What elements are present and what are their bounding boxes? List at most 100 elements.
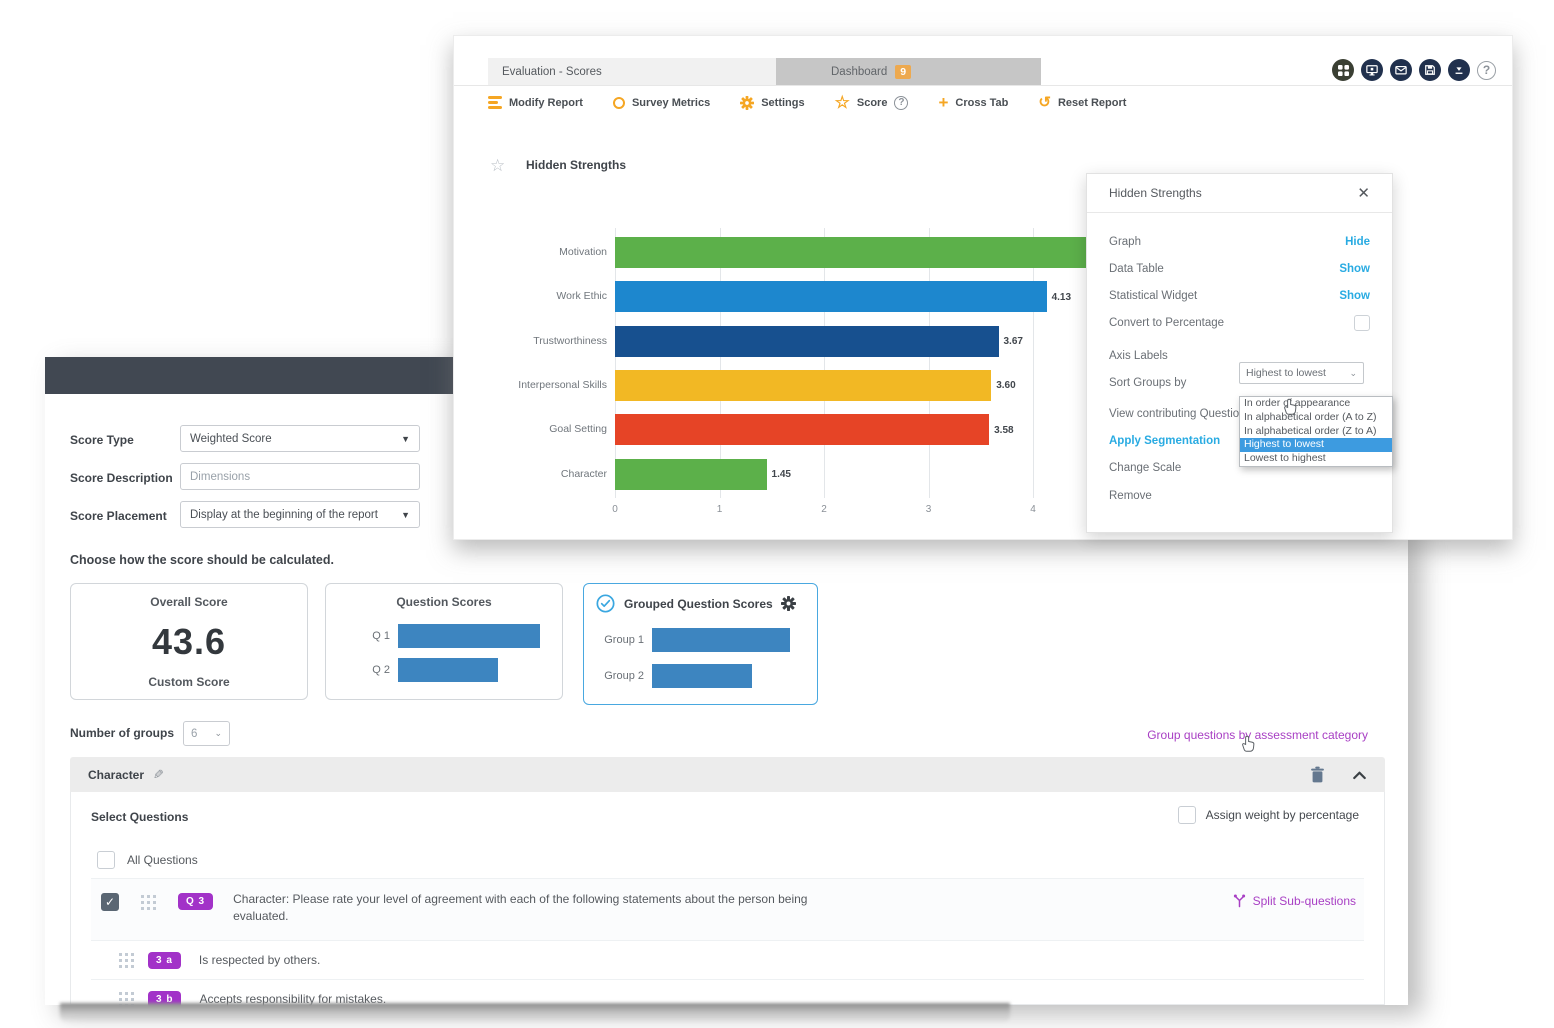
score-help-icon[interactable]: ? [894, 95, 909, 110]
statistical-widget-show-link[interactable]: Show [1339, 290, 1370, 302]
graph-hide-link[interactable]: Hide [1345, 236, 1370, 248]
graph-label: Graph [1109, 236, 1141, 248]
tab-dashboard[interactable]: Dashboard 9 [776, 58, 1041, 85]
score-button[interactable]: ☆ Score ? [835, 94, 909, 111]
gear-icon[interactable] [780, 596, 796, 611]
cross-tab-button[interactable]: + Cross Tab [938, 94, 1008, 111]
sort-option-alpha-az[interactable]: In alphabetical order (A to Z) [1244, 410, 1377, 423]
chart-tick-label: 1 [716, 504, 723, 515]
all-questions-checkbox[interactable] [97, 851, 115, 869]
sort-option-lowest-to-highest[interactable]: Lowest to highest [1244, 452, 1326, 465]
save-icon[interactable] [1419, 59, 1441, 81]
drag-handle-icon[interactable] [141, 895, 156, 910]
close-icon[interactable]: ✕ [1357, 185, 1370, 202]
sort-groups-select[interactable]: Highest to lowest ⌄ [1239, 362, 1364, 384]
number-of-groups-select[interactable]: 6 ⌄ [183, 721, 230, 746]
split-subquestions-label: Split Sub-questions [1252, 893, 1356, 908]
report-toolbar: Modify Report Survey Metrics Settings [488, 94, 1126, 111]
select-questions-label: Select Questions [91, 810, 189, 824]
apps-grid-icon[interactable] [1332, 59, 1354, 81]
change-scale-label[interactable]: Change Scale [1109, 462, 1182, 474]
settings-button[interactable]: Settings [740, 95, 805, 110]
question-row-q3: ✓ Q 3 Character: Please rate your level … [91, 879, 1364, 941]
q2-bar [398, 658, 498, 682]
chart-category-label: Work Ethic [556, 290, 607, 303]
score-placement-label: Score Placement [70, 509, 167, 523]
q3-badge: Q 3 [178, 893, 214, 910]
view-contributing-label[interactable]: View contributing Questions [1109, 408, 1252, 420]
assign-weight-label: Assign weight by percentage [1205, 808, 1359, 822]
sort-groups-value: Highest to lowest [1246, 367, 1326, 379]
score-description-input[interactable]: Dimensions [180, 463, 420, 490]
modify-report-icon [488, 96, 502, 109]
group-name: Character [88, 767, 145, 782]
split-icon [1233, 894, 1245, 908]
drag-handle-icon[interactable] [119, 952, 134, 968]
score-placement-select[interactable]: Display at the beginning of the report ▼ [180, 501, 420, 528]
monitor-icon[interactable] [1361, 59, 1383, 81]
survey-metrics-label: Survey Metrics [631, 96, 711, 109]
survey-metrics-icon [612, 96, 625, 109]
q3-text: Character: Please rate your level of agr… [233, 892, 808, 923]
chart-value-label: 4.13 [1051, 291, 1072, 303]
sort-option-alpha-za[interactable]: In alphabetical order (Z to A) [1244, 424, 1377, 437]
chart-bar-goal-setting [615, 414, 990, 446]
sort-option-highest-to-lowest[interactable]: Highest to lowest [1240, 438, 1392, 453]
widget-title: Hidden Strengths [526, 158, 627, 172]
sort-groups-by-label: Sort Groups by [1109, 377, 1187, 389]
score-star-icon: ☆ [834, 93, 850, 112]
convert-to-percentage-label: Convert to Percentage [1109, 317, 1225, 329]
chart-value-label: 1.45 [771, 469, 791, 480]
split-subquestions-link[interactable]: Split Sub-questions [1232, 893, 1356, 908]
overall-score-card[interactable]: Overall Score 43.6 Custom Score [70, 583, 308, 700]
chart-tick-label: 0 [612, 504, 618, 515]
question-scores-card[interactable]: Question Scores Q 1 Q 2 [325, 583, 563, 700]
remove-label[interactable]: Remove [1109, 490, 1152, 502]
convert-to-percentage-checkbox[interactable] [1354, 315, 1370, 331]
trash-icon[interactable] [1309, 766, 1326, 784]
modify-report-label: Modify Report [509, 96, 583, 109]
collapse-chevron-icon[interactable] [1352, 769, 1367, 781]
reset-report-button[interactable]: ↺ Reset Report [1038, 95, 1126, 110]
hand-cursor [1284, 398, 1297, 415]
sort-option-order-of-appearance[interactable]: In order of appearance [1244, 397, 1351, 409]
cross-tab-plus-icon: + [938, 93, 949, 112]
all-questions-row: All Questions [91, 842, 1364, 879]
chart-bar-character [615, 458, 767, 490]
favorite-star-icon[interactable]: ☆ [490, 156, 506, 175]
score-description-value: Dimensions [190, 470, 251, 483]
edit-pencil-icon[interactable]: ✎ [153, 766, 164, 782]
chart-gridline [824, 228, 825, 498]
chart-category-label: Character [560, 467, 607, 480]
chart-tick-label: 4 [1030, 504, 1036, 515]
check-circle-icon [596, 594, 615, 613]
data-table-show-link[interactable]: Show [1339, 263, 1370, 275]
grouped-scores-title: Grouped Question Scores [624, 596, 773, 611]
help-icon[interactable]: ? [1477, 60, 1496, 80]
cross-tab-label: Cross Tab [955, 96, 1009, 109]
number-of-groups-label: Number of groups [70, 726, 174, 740]
grouped-question-scores-card[interactable]: Grouped Question Scores Group 1 [583, 583, 818, 705]
group1-label: Group 1 [604, 634, 644, 646]
chart-value-label: 3.67 [1003, 336, 1023, 348]
tab-evaluation-scores[interactable]: Evaluation - Scores [488, 58, 776, 85]
calc-heading: Choose how the score should be calculate… [70, 553, 334, 567]
score-type-select[interactable]: Weighted Score ▼ [180, 425, 420, 452]
settings-label: Settings [761, 96, 805, 109]
download-icon[interactable] [1448, 59, 1470, 81]
q3-checkbox[interactable]: ✓ [101, 893, 119, 911]
chart-tick-label: 2 [821, 504, 827, 515]
chevron-down-icon: ▼ [401, 433, 410, 444]
chart-bar-work-ethic [615, 281, 1047, 313]
survey-metrics-button[interactable]: Survey Metrics [612, 96, 711, 109]
chart-tick-label: 3 [925, 504, 932, 515]
mail-icon[interactable] [1390, 59, 1412, 81]
chart-bar-trustworthiness [615, 325, 999, 357]
number-of-groups-value: 6 [191, 727, 198, 740]
modify-report-button[interactable]: Modify Report [488, 96, 583, 109]
chart-value-label: 3.60 [996, 380, 1016, 392]
group-by-assessment-category-link[interactable]: Group questions by assessment category [1147, 728, 1368, 742]
assign-weight-checkbox[interactable] [1177, 806, 1196, 824]
chart-category-label: Interpersonal Skills [518, 378, 607, 391]
apply-segmentation-link[interactable]: Apply Segmentation [1109, 435, 1221, 447]
